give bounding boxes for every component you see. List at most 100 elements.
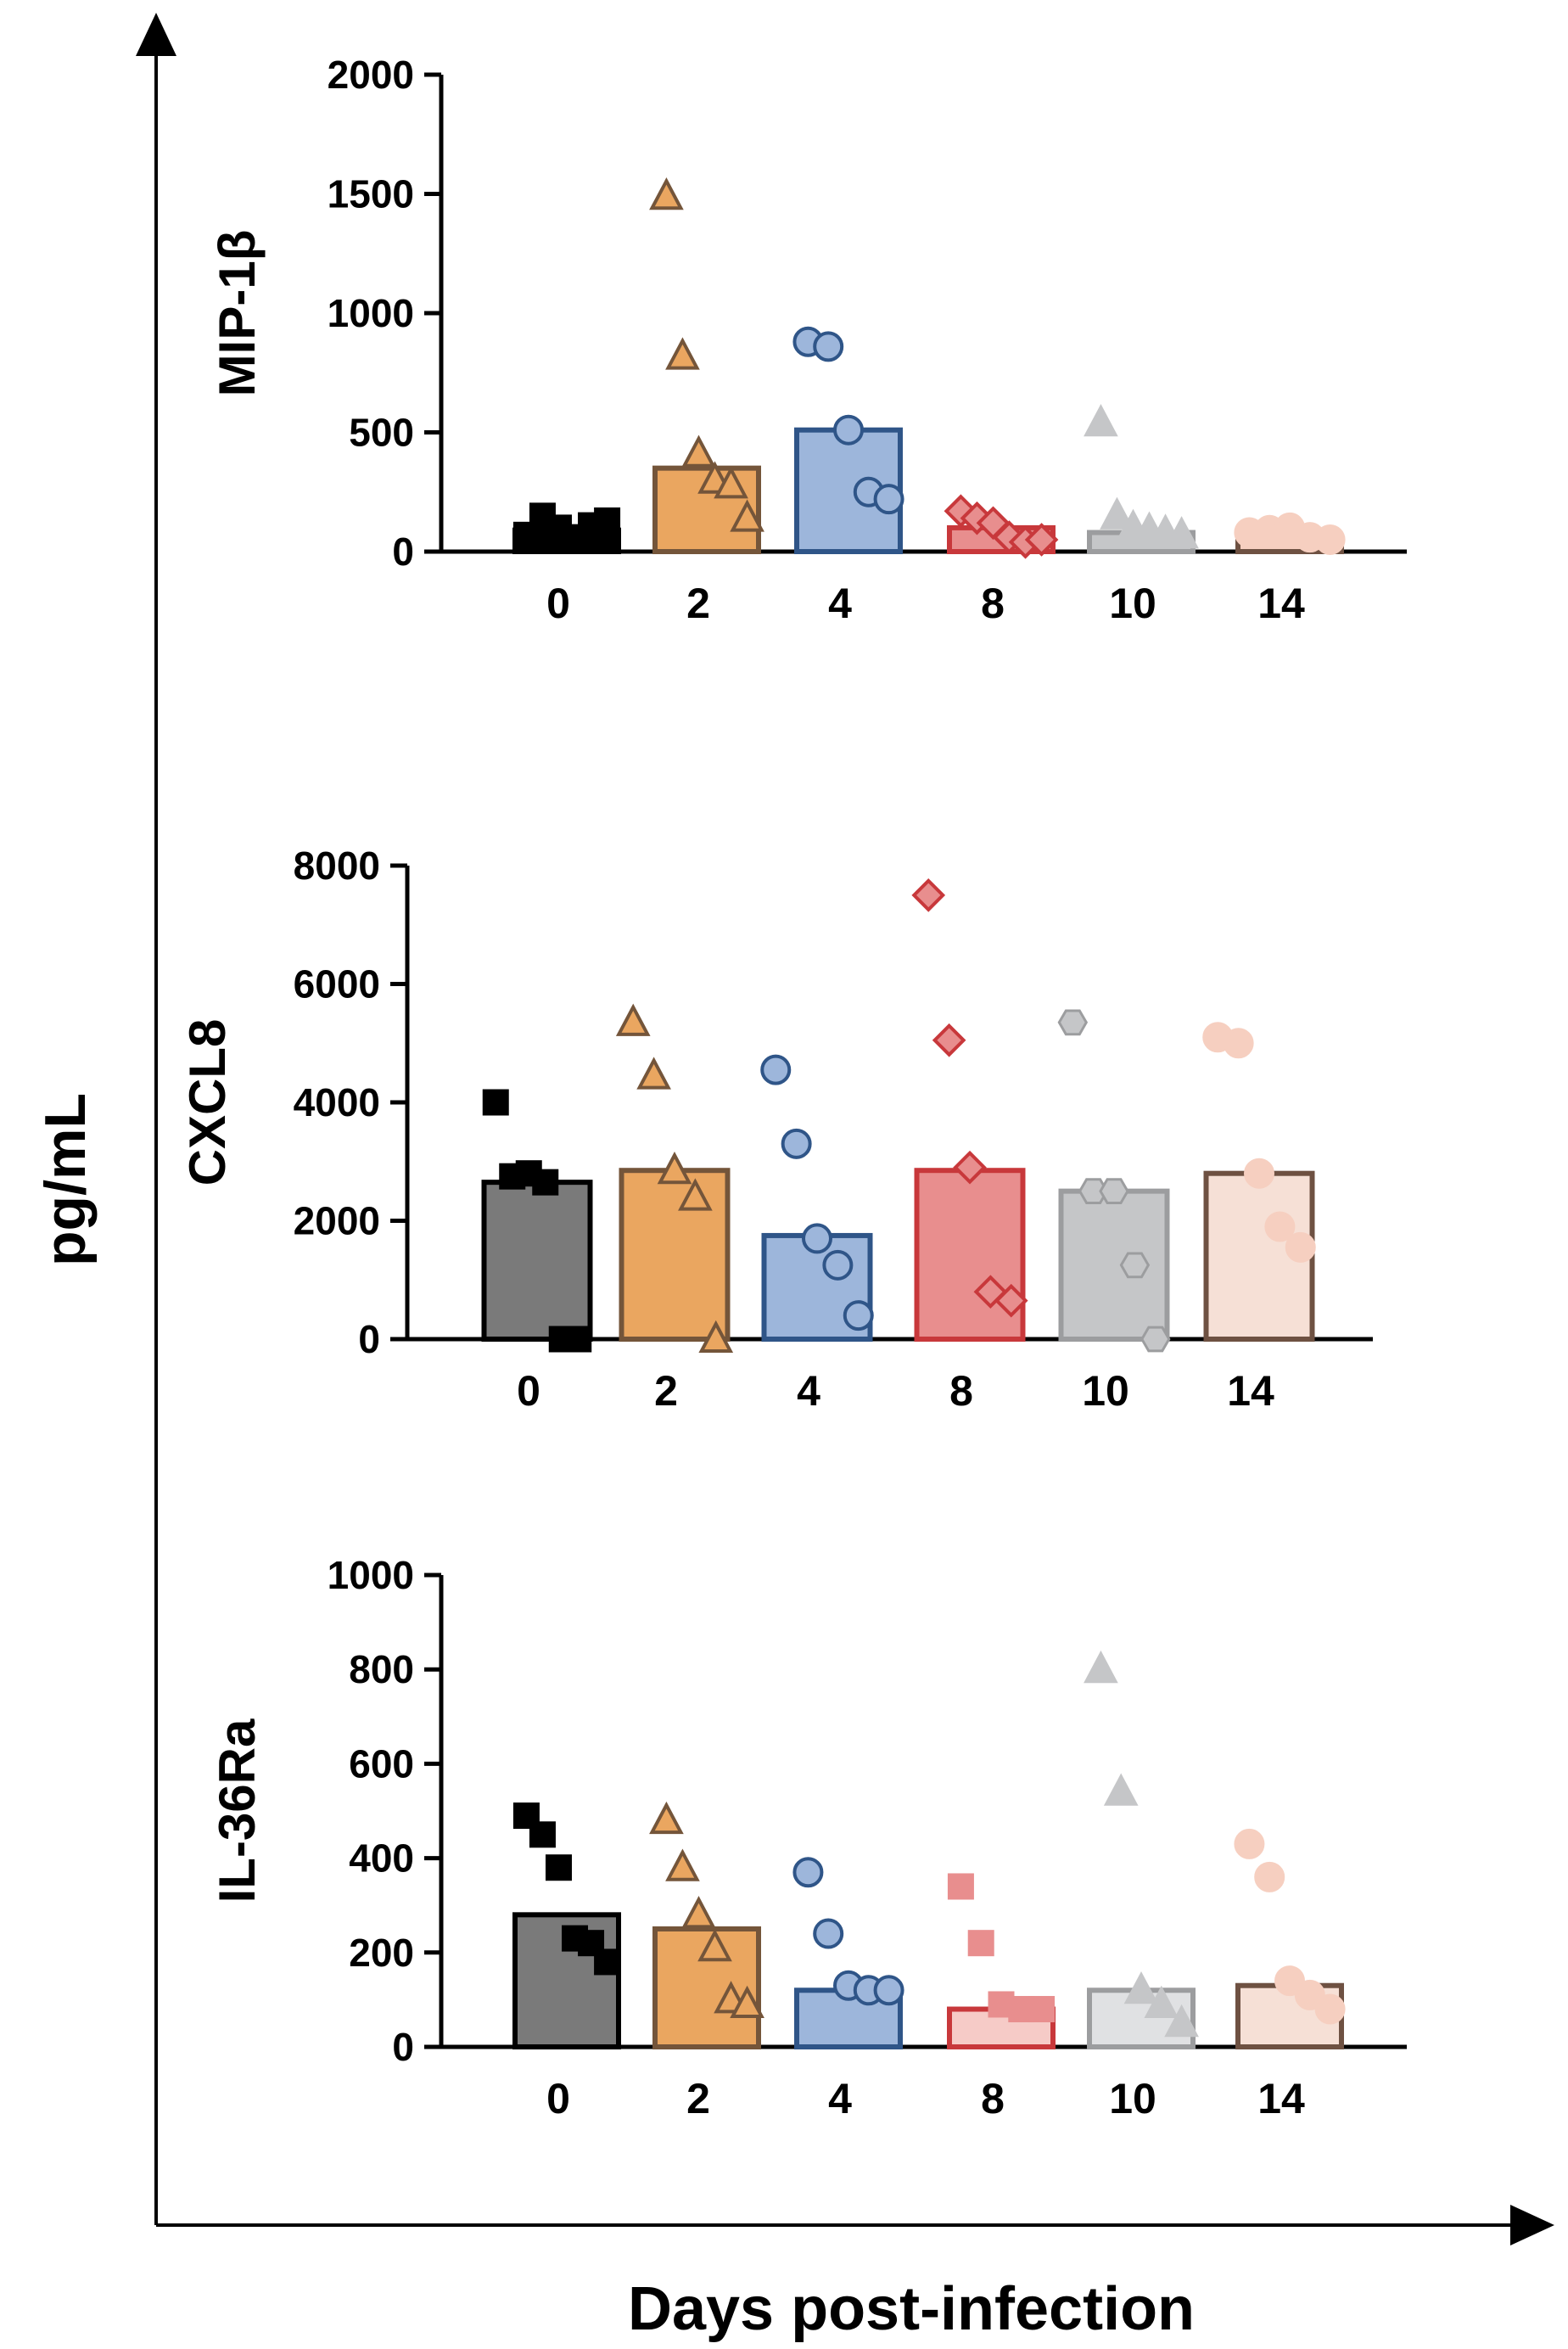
data-point <box>1100 496 1134 530</box>
data-point <box>594 507 621 534</box>
data-point <box>665 1848 700 1881</box>
y-tick-label: 0 <box>392 2025 414 2069</box>
y-axis-label: MIP-1β <box>209 230 266 397</box>
data-point <box>1285 1231 1316 1263</box>
data-point <box>1144 1985 1179 2018</box>
data-point <box>578 1930 605 1957</box>
data-point <box>714 466 748 499</box>
data-point <box>843 1300 874 1331</box>
data-point <box>760 1054 792 1085</box>
y-tick-label: 800 <box>349 1647 414 1691</box>
data-point <box>636 1057 671 1090</box>
data-point <box>649 177 684 210</box>
data-point <box>1274 1965 1305 1997</box>
data-point <box>813 1918 844 1949</box>
y-tick-label: 6000 <box>294 962 380 1006</box>
x-tick-label: 14 <box>1257 2075 1305 2122</box>
data-point <box>873 484 904 515</box>
data-point <box>697 1928 732 1962</box>
data-point <box>947 1873 974 1900</box>
bar <box>481 1180 593 1342</box>
x-tick-label: 4 <box>828 2075 852 2122</box>
data-point <box>967 1930 994 1957</box>
x-tick-label: 10 <box>1109 2075 1156 2122</box>
x-tick-label: 0 <box>517 1367 540 1415</box>
panel-mip-1b: 0 500 1000 1500 2000 MIP-1β 0 2 4 8 10 14 <box>209 53 1407 627</box>
data-point <box>545 1854 572 1881</box>
x-tick-label: 14 <box>1257 580 1305 627</box>
data-point <box>730 499 764 532</box>
y-tick-label: 500 <box>349 411 414 455</box>
y-tick-label: 2000 <box>328 53 414 97</box>
y-tick-label: 2000 <box>294 1199 380 1243</box>
data-point <box>649 1801 684 1835</box>
data-point <box>529 1821 556 1848</box>
data-point <box>813 331 844 362</box>
y-tick-label: 4000 <box>294 1080 380 1124</box>
data-point <box>792 1857 824 1888</box>
data-point <box>532 1169 559 1196</box>
x-tick-label: 8 <box>949 1367 973 1415</box>
data-point <box>1164 2004 1199 2038</box>
x-tick-label: 8 <box>981 2075 1005 2122</box>
data-point <box>657 1151 692 1185</box>
data-point <box>698 1320 734 1353</box>
data-point <box>1123 1971 1159 2004</box>
x-tick-label: 10 <box>1109 580 1156 627</box>
data-point <box>1084 403 1118 437</box>
data-point <box>994 1283 1028 1318</box>
data-point <box>1103 1773 1139 1806</box>
data-point <box>1294 1979 1325 2010</box>
data-point <box>1264 1211 1296 1242</box>
x-tick-label: 4 <box>797 1367 820 1415</box>
data-point <box>594 1948 621 1976</box>
data-point <box>1078 1178 1109 1204</box>
y-tick-label: 8000 <box>294 844 380 888</box>
data-point <box>1024 523 1059 557</box>
y-axis-label: IL-36Ra <box>209 1718 266 1903</box>
x-tick-label: 2 <box>686 580 710 627</box>
bar <box>1058 1188 1170 1342</box>
data-point <box>911 878 946 912</box>
data-point <box>1244 1158 1274 1189</box>
data-point <box>932 1023 966 1057</box>
data-point <box>1223 1028 1254 1059</box>
x-tick-label: 8 <box>981 580 1005 627</box>
panel-il-36ra: 0 200 400 600 800 1000 IL-36Ra 0 2 4 8 10 14 <box>209 1553 1407 2122</box>
data-point <box>730 1985 764 2018</box>
y-tick-label: 1000 <box>328 291 414 335</box>
outer-x-axis-arrowhead <box>1510 2205 1554 2245</box>
y-tick-label: 200 <box>349 1931 414 1975</box>
data-point <box>781 1128 812 1159</box>
data-point <box>1140 1326 1171 1353</box>
data-point <box>1314 524 1346 555</box>
data-point <box>1119 1252 1151 1279</box>
x-tick-label: 4 <box>828 580 852 627</box>
y-tick-label: 1500 <box>328 172 414 216</box>
x-tick-label: 14 <box>1227 1367 1274 1415</box>
outer-y-axis-arrowhead <box>136 13 176 56</box>
x-tick-label: 10 <box>1082 1367 1129 1415</box>
data-point <box>1164 516 1199 549</box>
outer-x-label: Days post-infection <box>628 2275 1195 2343</box>
data-point <box>681 1896 716 1929</box>
data-point <box>953 1150 987 1185</box>
y-tick-label: 400 <box>349 1836 414 1881</box>
data-point <box>1028 1996 1056 2023</box>
data-point <box>615 1003 651 1036</box>
x-tick-label: 2 <box>654 1367 678 1415</box>
panel-cxcl8: 0 2000 4000 6000 8000 CXCL8 0 2 4 8 10 14 <box>179 844 1373 1415</box>
data-point <box>1099 1178 1129 1204</box>
bar <box>619 1168 731 1343</box>
data-point <box>1234 1828 1265 1859</box>
outer-y-label: pg/mL <box>33 1093 98 1266</box>
data-point <box>1057 1009 1089 1036</box>
data-point <box>681 434 716 468</box>
data-point <box>802 1223 832 1254</box>
data-point <box>482 1089 509 1116</box>
data-point <box>1314 1993 1346 2025</box>
data-point <box>1084 1650 1118 1684</box>
data-point <box>833 414 864 446</box>
data-point <box>822 1249 854 1281</box>
